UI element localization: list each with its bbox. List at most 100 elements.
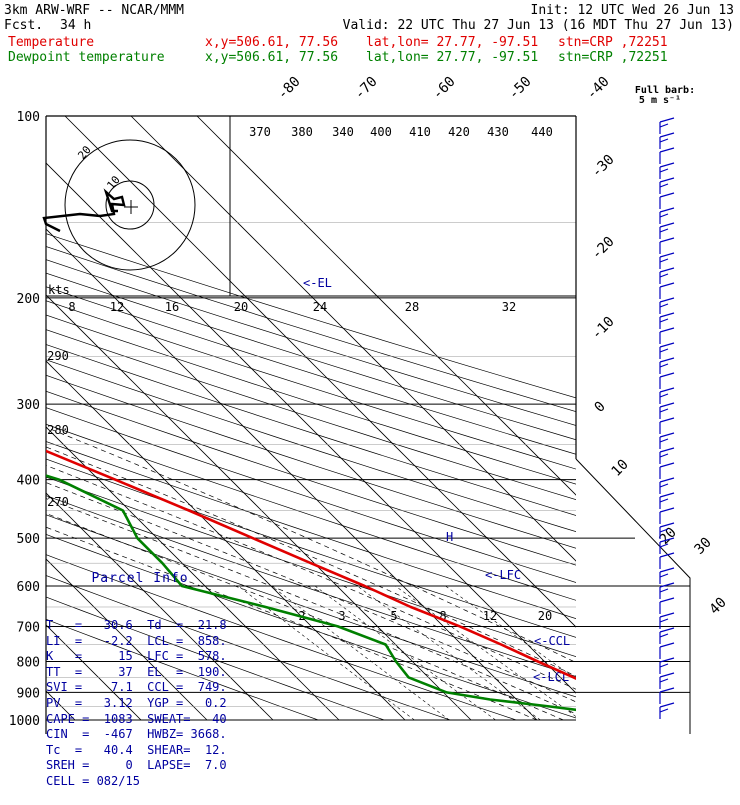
wind-barb-flag	[659, 213, 669, 218]
barb-legend-line2: 5 m s⁻¹	[639, 95, 681, 106]
wind-barb-flag	[659, 117, 675, 123]
plot-right-notch	[575, 458, 691, 734]
wind-barb-flag	[659, 312, 675, 318]
isotherm-label: -80	[275, 74, 304, 103]
theta-e-label: 380	[291, 125, 313, 139]
wind-barb-flag	[659, 432, 675, 438]
pressure-tick-label: 700	[17, 620, 40, 635]
parcel-info-row: K = 15 LFC = 578.	[46, 649, 227, 664]
temperature-stn: stn=CRP ,72251	[558, 35, 668, 50]
wind-barb-flag	[659, 303, 669, 308]
level-marker-el: <-EL	[303, 276, 332, 290]
dewpoint-legend: Dewpoint temperature	[8, 50, 165, 65]
isotherm-line	[0, 116, 9, 720]
dry-adiabat-line	[46, 246, 576, 412]
parcel-info-row: SVI = 7.1 CCL = 749.	[46, 680, 227, 695]
dewpoint-profile	[46, 474, 576, 712]
temperature-legend: Temperature	[8, 35, 95, 50]
wind-barb-flag	[659, 447, 675, 453]
wind-barb-flag	[659, 702, 675, 708]
hodograph-speed-label: 28	[405, 300, 419, 314]
mixing-ratio-line	[445, 585, 576, 680]
pressure-tick-label: 600	[17, 580, 40, 595]
wind-barb-flag	[659, 567, 675, 573]
parcel-info-row: CELL = 082/15	[46, 773, 140, 788]
wind-barb-flag	[659, 633, 669, 638]
wind-barb-flag	[659, 387, 675, 393]
isotherm-label: 30	[692, 535, 715, 558]
hodograph-ring	[64, 139, 196, 271]
wind-barb-flag	[659, 162, 675, 168]
wind-barb-flag	[659, 123, 669, 128]
dry-adiabat-line	[46, 329, 576, 500]
wind-barb-flag	[659, 273, 669, 278]
hodograph-ring-label: 20	[75, 143, 93, 162]
wind-barb-flag	[659, 537, 675, 543]
dewpoint-stn: stn=CRP ,72251	[558, 50, 668, 65]
isotherm-line	[46, 558, 208, 721]
isotherm-label: -40	[584, 74, 613, 103]
parcel-info-row: LI = -2.2 LCL = 858.	[46, 633, 227, 648]
temperature-xy: x,y=506.61, 77.56	[205, 35, 339, 50]
level-marker-lcl: <-LCL	[533, 670, 569, 684]
wind-barb-flag	[659, 342, 675, 348]
isotherm-line	[130, 116, 576, 562]
isotherm-label: 40	[707, 595, 730, 618]
dry-adiabat-line	[46, 344, 576, 516]
hodograph-ring-label: 10	[104, 173, 122, 192]
mixing-ratio-label: 3	[338, 609, 345, 623]
isotherm-line	[64, 116, 576, 628]
dry-adiabat-line	[46, 314, 576, 485]
mixing-ratio-label: 12	[483, 609, 497, 623]
hodograph-units-label: kts	[48, 283, 70, 297]
hodograph-trace	[42, 188, 126, 233]
isotherm-label: 0	[592, 399, 609, 416]
wind-barb-flag	[659, 237, 675, 243]
wind-barb-flag	[659, 627, 675, 633]
parcel-info-row: TT = 37 EL = 190.	[46, 664, 227, 679]
hodograph-speed-label: 8	[68, 300, 75, 314]
isotherm-label: -70	[352, 74, 381, 103]
wind-barb-flag	[659, 528, 669, 533]
hodograph-ring	[105, 180, 155, 230]
parcel-info-row: SREH = 0 LAPSE= 7.0	[46, 758, 227, 773]
wind-barb-flag	[659, 663, 669, 668]
isotherm-label: -10	[589, 314, 618, 343]
dewpoint-latlon: lat,lon= 27.77, -97.51	[366, 50, 539, 65]
mixing-ratio-line	[395, 585, 576, 717]
wind-barb-flag	[659, 498, 669, 503]
dry-adiabat-line	[46, 286, 576, 455]
parcel-info-row: CAPE = 1083 SWEAT= 40	[46, 711, 227, 726]
theta-e-label: 340	[332, 125, 354, 139]
mixing-ratio-label: 8	[439, 609, 446, 623]
parcel-info-row: CIN = -467 HWBZ= 3668.	[46, 727, 227, 742]
hodograph: 10 20	[42, 139, 196, 271]
theta-e-label: 370	[249, 125, 271, 139]
pressure-tick-label: 400	[17, 474, 40, 489]
wind-barb-flag	[659, 267, 675, 273]
wind-barb-flag	[659, 462, 675, 468]
wind-barb-flag	[659, 678, 669, 683]
wind-barb-flag	[659, 138, 669, 143]
theta-e-label: 440	[531, 125, 553, 139]
pressure-tick-label: 300	[17, 398, 40, 413]
hodograph-speed-label: 20	[234, 300, 248, 314]
level-marker-ccl: <-CCL	[534, 634, 570, 648]
wind-barb-flag	[659, 522, 675, 528]
wind-barb-flag	[659, 597, 675, 603]
wind-barb-flag	[659, 618, 669, 623]
isotherm-line	[196, 116, 576, 496]
hodograph-speed-label: 16	[165, 300, 179, 314]
wind-barb-flag	[659, 657, 675, 663]
wind-barb-flag	[659, 612, 675, 618]
wind-barb-flag	[659, 588, 669, 593]
wind-barb-flag	[659, 672, 675, 678]
wind-barb-flag	[659, 543, 669, 548]
pressure-tick-label: 1000	[9, 714, 40, 729]
wind-barb-flag	[659, 282, 675, 288]
init-time: Init: 12 UTC Wed 26 Jun 13	[530, 3, 735, 18]
dewpoint-xy: x,y=506.61, 77.56	[205, 50, 339, 65]
h-marker: H	[446, 530, 453, 544]
theta-label: 290	[47, 349, 69, 363]
isotherm-line	[46, 426, 340, 721]
